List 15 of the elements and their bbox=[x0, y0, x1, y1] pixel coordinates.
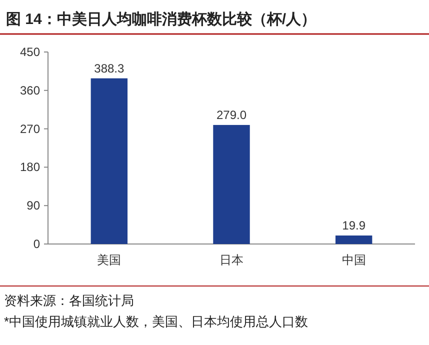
data-label: 388.3 bbox=[94, 61, 125, 76]
y-tick-label: 270 bbox=[20, 122, 40, 136]
x-tick-label: 中国 bbox=[342, 253, 366, 267]
x-tick-label: 日本 bbox=[220, 253, 244, 267]
x-tick-label: 美国 bbox=[97, 253, 122, 267]
y-tick-label: 360 bbox=[20, 83, 40, 98]
y-tick-label: 0 bbox=[33, 237, 40, 251]
text: *中国使用城镇就业人数，美国、日本均使用总人口数 bbox=[4, 314, 308, 329]
y-tick-label: 90 bbox=[26, 198, 40, 213]
data-label: 279.0 bbox=[216, 108, 247, 122]
data-label: 19.9 bbox=[342, 218, 366, 233]
title: 图 14：中美日人均咖啡消费杯数比较（杯/人） bbox=[6, 11, 316, 28]
y-tick-label: 450 bbox=[20, 45, 40, 59]
y-tick-label: 180 bbox=[20, 160, 40, 174]
text: 资料来源：各国统计局 bbox=[4, 293, 134, 308]
